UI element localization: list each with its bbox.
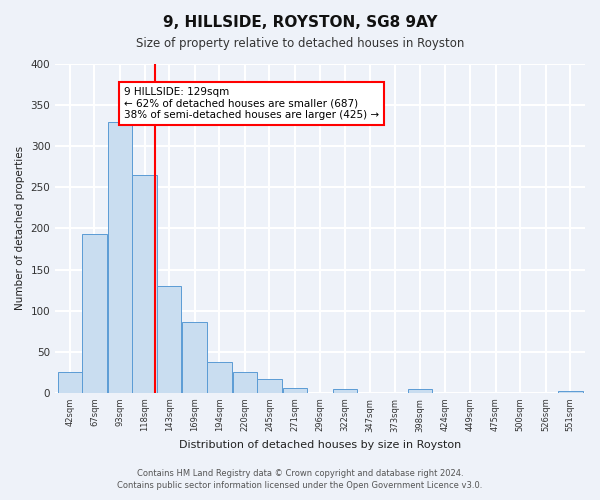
- Text: Size of property relative to detached houses in Royston: Size of property relative to detached ho…: [136, 38, 464, 51]
- Bar: [558, 391, 583, 393]
- Bar: [182, 322, 207, 393]
- Bar: [283, 388, 307, 393]
- Text: 9 HILLSIDE: 129sqm
← 62% of detached houses are smaller (687)
38% of semi-detach: 9 HILLSIDE: 129sqm ← 62% of detached hou…: [124, 87, 379, 120]
- X-axis label: Distribution of detached houses by size in Royston: Distribution of detached houses by size …: [179, 440, 461, 450]
- Bar: [82, 234, 107, 393]
- Text: Contains HM Land Registry data © Crown copyright and database right 2024.
Contai: Contains HM Land Registry data © Crown c…: [118, 468, 482, 490]
- Text: 9, HILLSIDE, ROYSTON, SG8 9AY: 9, HILLSIDE, ROYSTON, SG8 9AY: [163, 15, 437, 30]
- Y-axis label: Number of detached properties: Number of detached properties: [15, 146, 25, 310]
- Bar: [58, 372, 82, 393]
- Bar: [333, 388, 358, 393]
- Bar: [257, 379, 282, 393]
- Bar: [233, 372, 257, 393]
- Bar: [157, 286, 181, 393]
- Bar: [108, 122, 133, 393]
- Bar: [133, 175, 157, 393]
- Bar: [207, 362, 232, 393]
- Bar: [407, 388, 432, 393]
